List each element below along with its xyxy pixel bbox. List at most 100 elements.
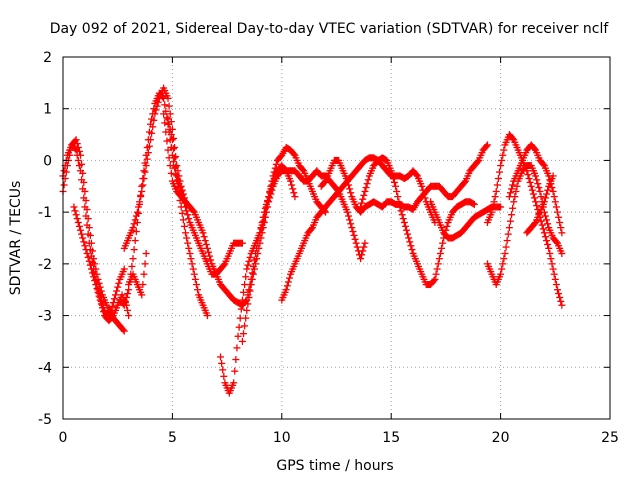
data-point [549, 187, 557, 195]
data-point [98, 304, 106, 312]
data-point [150, 116, 158, 124]
data-point [283, 282, 291, 290]
data-point [72, 146, 80, 154]
data-point [82, 212, 90, 220]
data-point [128, 262, 136, 270]
data-point [120, 265, 128, 273]
data-point [143, 155, 151, 163]
data-point [234, 332, 242, 340]
data-point [73, 215, 81, 223]
data-point [533, 202, 541, 210]
data-point [218, 359, 226, 367]
data-point [513, 182, 521, 190]
data-point [241, 322, 249, 330]
data-point [288, 181, 296, 189]
data-point [353, 243, 361, 251]
data-point [71, 145, 79, 153]
data-point [77, 226, 85, 234]
data-point [527, 182, 535, 190]
data-point [92, 281, 100, 289]
data-point [238, 239, 246, 247]
data-point [348, 224, 356, 232]
data-point [84, 253, 92, 261]
data-point [73, 151, 81, 159]
data-point [510, 198, 518, 206]
data-point [497, 270, 505, 278]
data-point [149, 123, 157, 131]
data-point [235, 323, 243, 331]
data-point [525, 175, 533, 183]
data-point [345, 181, 353, 189]
data-point [503, 237, 511, 245]
data-point [404, 230, 412, 238]
data-point [545, 244, 553, 252]
data-point [555, 213, 563, 221]
data-point [110, 295, 118, 303]
data-point [526, 178, 534, 186]
x-tick-label: 5 [168, 430, 177, 446]
data-point [360, 191, 368, 199]
data-point [162, 128, 170, 136]
data-point [405, 234, 413, 242]
data-point [175, 180, 183, 188]
y-tick-label: -3 [38, 309, 52, 325]
data-point [166, 110, 174, 118]
data-point [284, 278, 292, 286]
data-point [139, 281, 147, 289]
data-point [171, 154, 179, 162]
data-point [550, 270, 558, 278]
data-point [534, 180, 542, 188]
data-point [435, 255, 443, 263]
data-point [498, 265, 506, 273]
data-point [544, 186, 552, 194]
series-arc-17 [505, 141, 566, 237]
data-point [541, 194, 549, 202]
data-point [241, 281, 249, 289]
data-point [244, 300, 252, 308]
data-point [189, 207, 197, 215]
data-point [539, 225, 547, 233]
data-point [496, 168, 504, 176]
data-point [493, 181, 501, 189]
data-point [187, 255, 195, 263]
data-point [192, 281, 200, 289]
data-point [537, 193, 545, 201]
data-point [140, 270, 148, 278]
data-point [172, 163, 180, 171]
data-point [141, 260, 149, 268]
data-point [182, 229, 190, 237]
data-point [172, 171, 180, 179]
data-point [231, 367, 239, 375]
data-point [245, 286, 253, 294]
data-point [362, 184, 370, 192]
y-tick-label: -2 [38, 257, 52, 273]
data-point [151, 110, 159, 118]
data-point [122, 293, 130, 301]
data-point [443, 222, 451, 230]
data-point [124, 290, 132, 298]
data-point [174, 167, 182, 175]
data-point [539, 160, 547, 168]
data-point [247, 281, 255, 289]
data-point [74, 156, 82, 164]
data-point [89, 269, 97, 277]
data-point [166, 162, 174, 170]
data-point [163, 137, 171, 145]
data-point [96, 296, 104, 304]
data-point [131, 237, 139, 245]
data-point [72, 211, 80, 219]
data-point [141, 168, 149, 176]
x-tick-label: 0 [59, 430, 68, 446]
data-point [407, 242, 415, 250]
data-point [173, 162, 181, 170]
data-point [184, 211, 192, 219]
data-point [498, 156, 506, 164]
data-point [153, 102, 161, 110]
data-point [320, 178, 328, 186]
data-point [299, 165, 307, 173]
data-point [165, 120, 173, 128]
data-point [78, 176, 86, 184]
data-point [145, 142, 153, 150]
data-point [184, 239, 192, 247]
data-point [75, 147, 83, 155]
